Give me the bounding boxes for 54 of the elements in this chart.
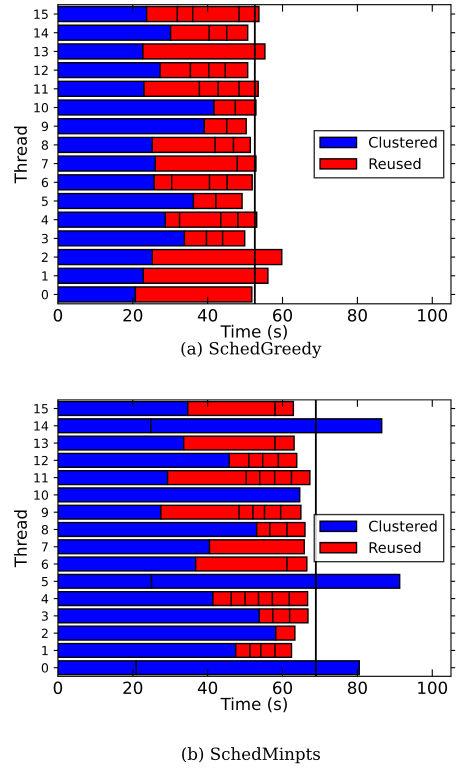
y-tick-label: 6 xyxy=(42,178,48,188)
y-tick-label: 13 xyxy=(34,46,48,56)
y-tick-label: 7 xyxy=(42,542,48,552)
x-tick-label: 80 xyxy=(348,308,367,322)
x-tick-label: 60 xyxy=(273,308,292,322)
y-axis-title: Thread xyxy=(14,126,27,184)
x-tick-label: 40 xyxy=(198,682,218,694)
legend-label: Reused xyxy=(370,158,420,170)
y-tick-label: 6 xyxy=(42,560,48,569)
y-tick-label: 13 xyxy=(34,438,48,448)
y-tick-label: 2 xyxy=(42,252,48,262)
x-tick-label: 20 xyxy=(123,308,142,322)
y-tick-label: 2 xyxy=(42,628,48,638)
x-tick-label: 100 xyxy=(418,682,448,694)
x-tick-label: 100 xyxy=(418,308,448,322)
y-tick-label: 4 xyxy=(42,594,48,604)
y-tick-label: 0 xyxy=(42,290,48,300)
y-tick-label: 7 xyxy=(42,159,48,168)
y-tick-label: 10 xyxy=(34,102,48,112)
y-tick-label: 4 xyxy=(42,215,48,224)
y-tick-label: 1 xyxy=(42,646,48,656)
y-tick-label: 10 xyxy=(34,490,48,500)
y-tick-label: 12 xyxy=(34,66,48,75)
y-tick-label: 14 xyxy=(34,28,48,38)
y-tick-label: 5 xyxy=(42,576,48,586)
y-tick-label: 1 xyxy=(42,271,48,281)
y-tick-label: 5 xyxy=(42,196,48,206)
y-tick-label: 3 xyxy=(42,611,48,621)
x-tick-label: 80 xyxy=(348,682,367,694)
x-tick-label: 0 xyxy=(54,682,62,694)
y-tick-label: 11 xyxy=(34,473,48,482)
x-tick-label: 0 xyxy=(54,308,62,322)
y-tick-label: 11 xyxy=(34,84,48,94)
x-tick-label: 60 xyxy=(273,682,292,694)
y-tick-label: 9 xyxy=(42,508,48,518)
legend-label: Clustered xyxy=(369,136,437,148)
y-tick-label: 15 xyxy=(34,10,48,19)
y-tick-label: 9 xyxy=(42,122,48,132)
y-axis-title: Thread xyxy=(14,510,27,568)
x-tick-label: 40 xyxy=(198,308,218,322)
y-tick-label: 0 xyxy=(42,663,48,673)
x-tick-label: 20 xyxy=(123,682,142,694)
y-tick-label: 15 xyxy=(34,404,48,414)
y-tick-label: 14 xyxy=(34,421,48,431)
y-tick-label: 8 xyxy=(42,140,48,150)
x-axis-title: Time (s) xyxy=(220,697,287,712)
y-tick-label: 3 xyxy=(42,234,48,244)
text: (a) SchedGreedy xyxy=(181,342,322,358)
text: (b) SchedMinpts xyxy=(182,747,320,764)
legend-label: Reused xyxy=(370,542,420,554)
legend-label: Clustered xyxy=(369,520,437,532)
y-tick-label: 8 xyxy=(42,524,48,534)
x-axis-title: Time (s) xyxy=(220,324,287,340)
y-tick-label: 12 xyxy=(34,456,48,466)
